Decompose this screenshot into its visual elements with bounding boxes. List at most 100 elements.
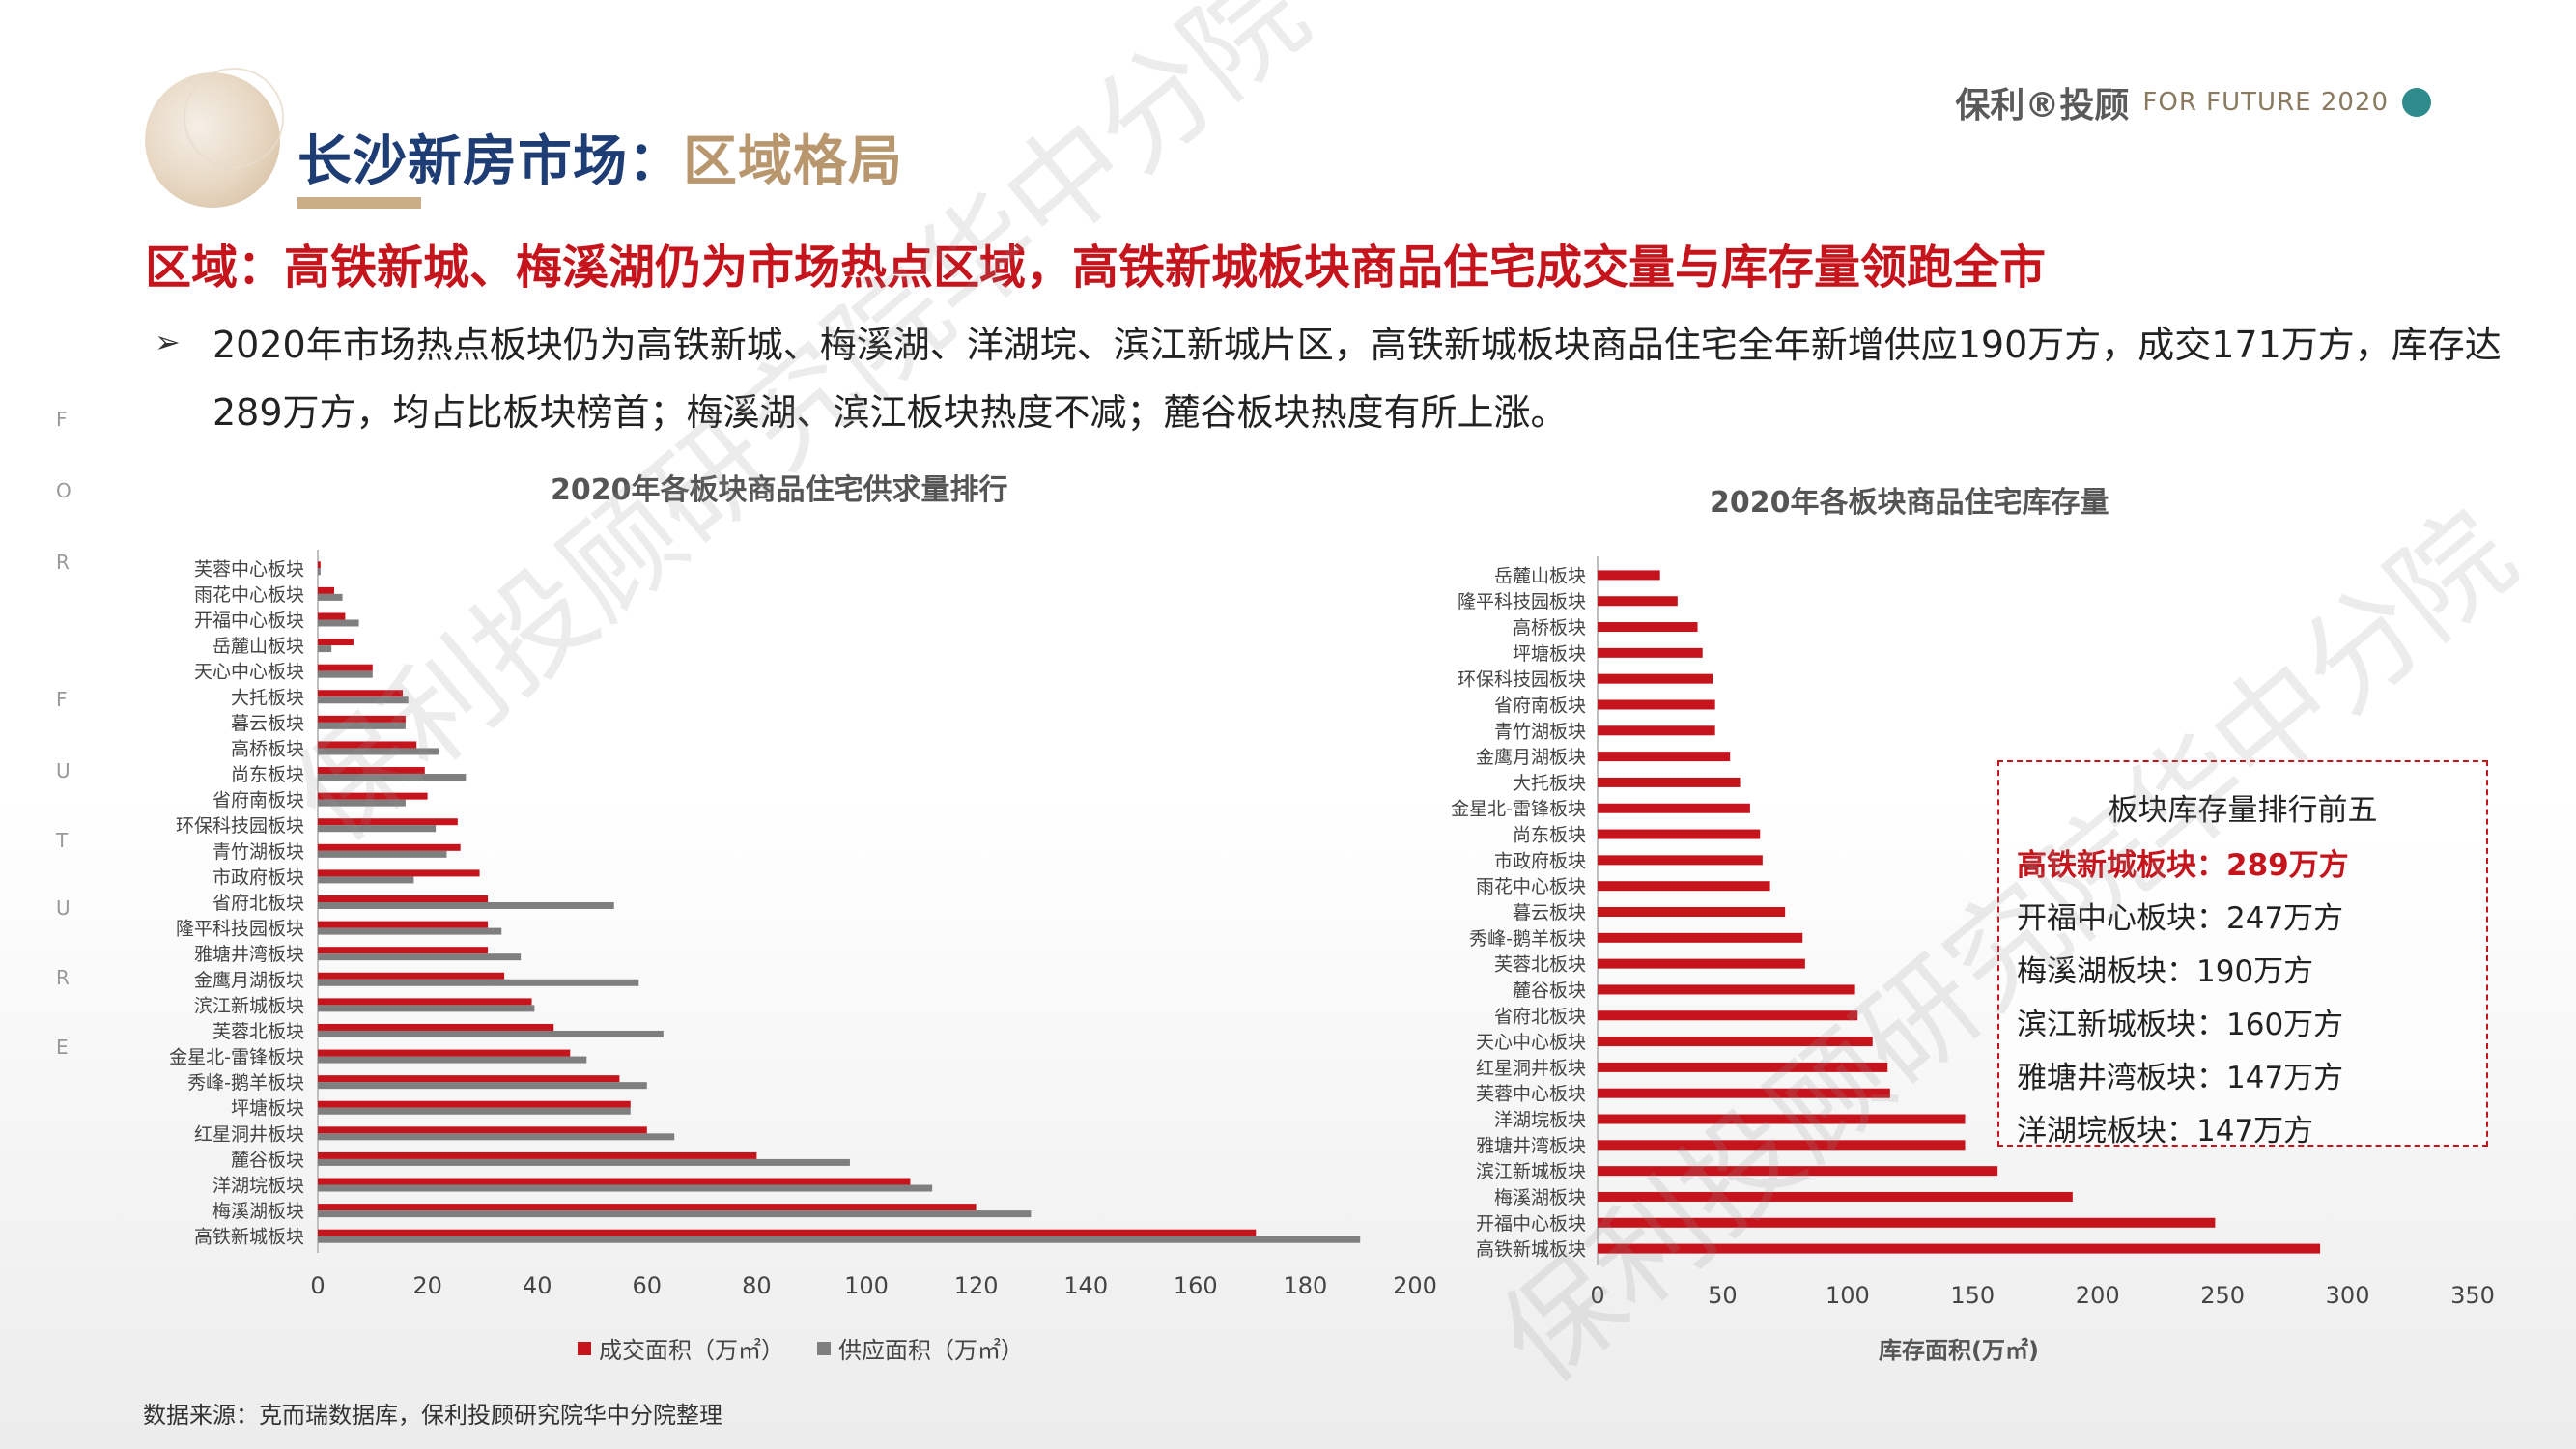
chart2-category-label: 青竹湖板块 [1494,721,1586,742]
chart2-x-tick-label: 300 [2326,1282,2370,1309]
chart2-category-label: 红星洞井板块 [1476,1058,1586,1079]
brand-logo: 保利®投顾 FOR FUTURE 2020 [1955,77,2431,128]
chart1-bar-deal [318,895,489,902]
chart1-bar-deal [318,792,428,800]
chart1-category-label: 省府南板块 [212,790,304,811]
chart1-bar-deal [318,1075,620,1083]
chart2-x-tick-label: 0 [1590,1282,1604,1309]
chart2-bar-inventory [1598,1217,2216,1228]
chart2-category-label: 芙蓉中心板块 [1476,1084,1586,1105]
chart2-category-label: 隆平科技园板块 [1458,591,1586,612]
chart1-bar-supply [318,1158,850,1166]
chart1-bar-deal [318,869,480,877]
chart1-bar-deal [318,818,458,826]
chart1-bar-deal [318,998,532,1006]
chart1-bar-supply [318,1210,1032,1218]
chart2-category-label: 高铁新城板块 [1476,1239,1586,1261]
chart1-bar-supply [318,953,522,961]
data-source-note: 数据来源：克而瑞数据库，保利投顾研究院华中分院整理 [143,1402,722,1429]
chart1-x-tick-label: 100 [844,1272,889,1299]
chart1-category-label: 梅溪湖板块 [212,1201,304,1222]
chart1-bar-supply [318,1030,664,1037]
chart1-bar-supply [318,748,439,755]
chart1-bar-deal [318,586,335,594]
chart1-x-tick-label: 160 [1174,1272,1218,1299]
top5-item: 梅溪湖板块：190万方 [2017,954,2314,989]
chart1-x-tick-label: 0 [310,1272,325,1299]
chart2-bar-inventory [1598,1191,2073,1202]
chart2-title: 2020年各板块商品住宅库存量 [1710,486,2109,520]
chart2-bar-inventory [1598,1166,1998,1177]
legend-swatch-red [578,1341,591,1355]
chart2-category-label: 市政府板块 [1494,850,1586,871]
chart1-x-tick-label: 120 [954,1272,999,1299]
chart2-bar-inventory [1598,1243,2321,1254]
chart1-bar-supply [318,927,502,935]
chart1-x-tick-label: 80 [742,1272,772,1299]
chart1-category-label: 雨花中心板块 [194,584,304,606]
chart1-bar-deal [318,972,505,980]
side-letter: F [56,688,68,711]
chart1-x-tick-label: 40 [523,1272,552,1299]
side-letter: T [56,829,69,852]
chart1-category-label: 高桥板块 [231,738,304,759]
chart2-category-label: 大托板块 [1513,773,1586,794]
chart1-category-label: 金鹰月湖板块 [194,970,304,991]
chart1-category-label: 芙蓉中心板块 [194,558,304,580]
chart2-category-label: 省府北板块 [1494,1006,1586,1027]
chart2-bar-inventory [1598,647,1703,658]
chart1-x-tick-label: 200 [1393,1272,1437,1299]
chart2-bar-inventory [1598,1140,1966,1151]
chart1-bar-supply [318,1184,933,1192]
chart1-category-label: 市政府板块 [212,867,304,888]
chart2-bar-inventory [1598,699,1715,710]
chart2-category-label: 环保科技园板块 [1458,669,1586,691]
chart1-category-label: 暮云板块 [231,713,304,734]
chart1-bar-deal [318,1151,757,1159]
chart1-bar-deal [318,690,404,697]
chart1-bar-deal [318,1023,554,1031]
chart2-category-label: 高桥板块 [1513,617,1586,639]
chart1-bar-supply [318,799,406,807]
side-letter: O [56,479,71,502]
page-title-part2: 区域格局 [683,130,903,193]
chart2-category-label: 省府南板块 [1494,695,1586,716]
chart1-category-label: 坪塘板块 [231,1098,304,1120]
chart2-bar-inventory [1598,958,1805,969]
chart2-category-label: 岳麓山板块 [1494,565,1586,586]
chart1-category-label: 省府北板块 [212,893,304,914]
chart1-category-label: 隆平科技园板块 [176,919,304,940]
chart1-bar-supply [318,1082,647,1090]
chart2-category-label: 雨花中心板块 [1476,876,1586,897]
chart2-bar-inventory [1598,673,1713,684]
chart1-category-label: 滨江新城板块 [194,995,304,1016]
side-letter: R [56,966,70,989]
top5-title: 板块库存量排行前五 [2108,793,2378,828]
chart1-bar-deal [318,664,373,671]
chart2-bar-inventory [1598,855,1763,866]
chart1-category-label: 洋湖垸板块 [212,1176,304,1197]
chart1-category-label: 开福中心板块 [194,610,304,631]
chart1-bar-supply [318,825,437,833]
chart1-category-label: 金星北-雷锋板块 [169,1047,304,1068]
chart1-bar-supply [318,593,343,601]
side-letter: E [56,1036,69,1059]
chart2-bar-inventory [1598,803,1750,813]
chart1-bar-deal [318,639,354,646]
top5-item: 雅塘井湾板块：147万方 [2017,1061,2344,1095]
chart2-category-label: 暮云板块 [1513,902,1586,923]
side-letter: U [56,896,71,920]
top5-item: 滨江新城板块：160万方 [2017,1008,2344,1042]
page-title: 长沙新房市场：区域格局 [297,118,903,196]
chart2-bar-inventory [1598,1062,1888,1072]
chart1-bar-supply [318,619,359,627]
chart2-bar-inventory [1598,1114,1966,1124]
chart2-bar-inventory [1598,622,1698,633]
chart1-bar-supply [318,1133,675,1141]
logo-brand: 保利®投顾 [1955,86,2130,126]
chart1-category-label: 雅塘井湾板块 [194,944,304,965]
chart2-bar-inventory [1598,752,1731,762]
chart2-bar-inventory [1598,1037,1873,1047]
chart1-category-label: 红星洞井板块 [194,1123,304,1145]
bullet-arrow-icon: ➢ [155,324,181,360]
